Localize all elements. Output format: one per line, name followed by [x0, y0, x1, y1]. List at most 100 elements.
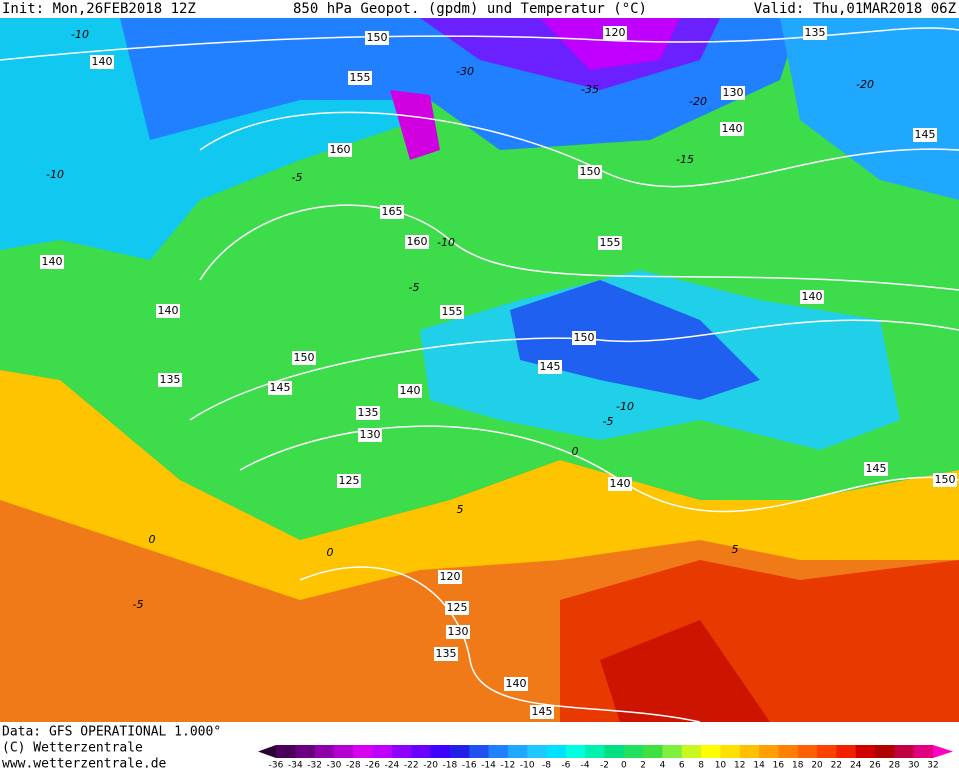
geopotential-label: 130	[723, 86, 744, 99]
label-box	[337, 474, 361, 488]
geopotential-label: 140	[42, 255, 63, 268]
data-source: Data: GFS OPERATIONAL 1.000°	[2, 725, 221, 740]
valid-time: Valid: Thu,01MAR2018 06Z	[754, 1, 956, 17]
colorbar-label: 20	[811, 761, 823, 771]
geopotential-label: 130	[360, 428, 381, 441]
temperature-label: -10	[616, 400, 634, 413]
colorbar-label: 12	[734, 761, 745, 771]
geopotential-label: 125	[447, 601, 468, 614]
colorbar-label: -28	[346, 761, 361, 771]
colorbar-segment	[565, 745, 586, 758]
colorbar-label: -24	[385, 761, 400, 771]
label-box	[445, 601, 469, 615]
colorbar-segment	[836, 745, 857, 758]
label-box	[608, 477, 632, 491]
colorbar-segment	[527, 745, 548, 758]
colorbar-label: -30	[327, 761, 342, 771]
label-box	[90, 55, 114, 69]
colorbar-label: 32	[927, 761, 938, 771]
label-box	[913, 128, 937, 142]
colorbar-label: -32	[307, 761, 322, 771]
colorbar-label: -36	[269, 761, 284, 771]
label-box	[803, 26, 827, 40]
colorbar-label: 4	[660, 761, 666, 771]
colorbar-segment	[817, 745, 837, 758]
colorbar-segment	[449, 745, 470, 758]
website: www.wetterzentrale.de	[2, 757, 167, 771]
colorbar-segment	[720, 745, 741, 758]
label-box	[398, 384, 422, 398]
geopotential-label: 160	[330, 143, 351, 156]
label-box	[598, 236, 622, 250]
label-box	[720, 122, 744, 136]
label-box	[328, 143, 352, 157]
geopotential-label: 150	[294, 351, 315, 364]
label-box	[504, 677, 528, 691]
label-box	[268, 381, 292, 395]
colorbar-segment	[507, 745, 528, 758]
colorbar-arrow	[933, 745, 953, 758]
geopotential-label: 150	[935, 473, 956, 486]
geopotential-label: 155	[442, 305, 463, 318]
colorbar-label: -16	[462, 761, 477, 771]
colorbar-segment	[314, 745, 335, 758]
label-box	[156, 304, 180, 318]
colorbar-segment	[411, 745, 432, 758]
temperature-label: 0	[149, 533, 156, 546]
colorbar-segment	[701, 745, 721, 758]
geopotential-label: 135	[436, 647, 457, 660]
colorbar-segment	[372, 745, 393, 758]
label-box	[292, 351, 316, 365]
colorbar-segment	[913, 745, 934, 758]
colorbar-label: 30	[908, 761, 920, 771]
label-box	[358, 428, 382, 442]
colorbar-label: 16	[773, 761, 785, 771]
geopotential-label: 155	[350, 71, 371, 84]
geopotential-label: 145	[540, 360, 561, 373]
colorbar-segment	[604, 745, 625, 758]
label-box	[603, 26, 627, 40]
colorbar-segment	[662, 745, 683, 758]
temperature-label: -10	[46, 168, 64, 181]
label-box	[578, 165, 602, 179]
geopotential-label: 135	[805, 26, 826, 39]
temperature-label: -10	[71, 28, 89, 41]
colorbar-label: 24	[850, 761, 862, 771]
map-background	[0, 18, 959, 722]
temperature-label: -5	[133, 598, 144, 611]
colorbar-segment	[623, 745, 644, 758]
temperature-label: -5	[603, 415, 614, 428]
temperature-label: -15	[676, 153, 694, 166]
colorbar-label: 8	[698, 761, 704, 771]
temperature-label: -10	[437, 236, 455, 249]
colorbar-segment	[797, 745, 818, 758]
label-box	[434, 647, 458, 661]
label-box	[572, 331, 596, 345]
temperature-label: 5	[732, 543, 739, 556]
label-box	[348, 71, 372, 85]
colorbar-label: 0	[621, 761, 627, 771]
colorbar-segment	[353, 745, 374, 758]
label-box	[158, 373, 182, 387]
colorbar-segment	[469, 745, 490, 758]
colorbar-label: 10	[715, 761, 727, 771]
colorbar-label: 6	[679, 761, 685, 771]
colorbar-label: -22	[404, 761, 419, 771]
label-box	[933, 473, 957, 487]
label-box	[800, 290, 824, 304]
geopotential-label: 145	[915, 128, 936, 141]
temperature-label: 0	[327, 546, 334, 559]
contour-labels: 150 120 135 140 155 130 140 145 160 150 165 160 155 1…	[40, 26, 957, 719]
colorbar-segment	[333, 745, 354, 758]
label-box	[440, 305, 464, 319]
copyright: (C) Wetterzentrale	[2, 741, 143, 756]
colorbar-label: -20	[423, 761, 438, 771]
temperature-label: -20	[856, 78, 874, 91]
geopotential-label: 150	[367, 31, 388, 44]
colorbar-label: -6	[561, 761, 570, 771]
temperature-label: 5	[457, 503, 464, 516]
colorbar-label: 14	[753, 761, 765, 771]
colorbar-label: -14	[481, 761, 496, 771]
geopotential-label: 135	[358, 406, 379, 419]
